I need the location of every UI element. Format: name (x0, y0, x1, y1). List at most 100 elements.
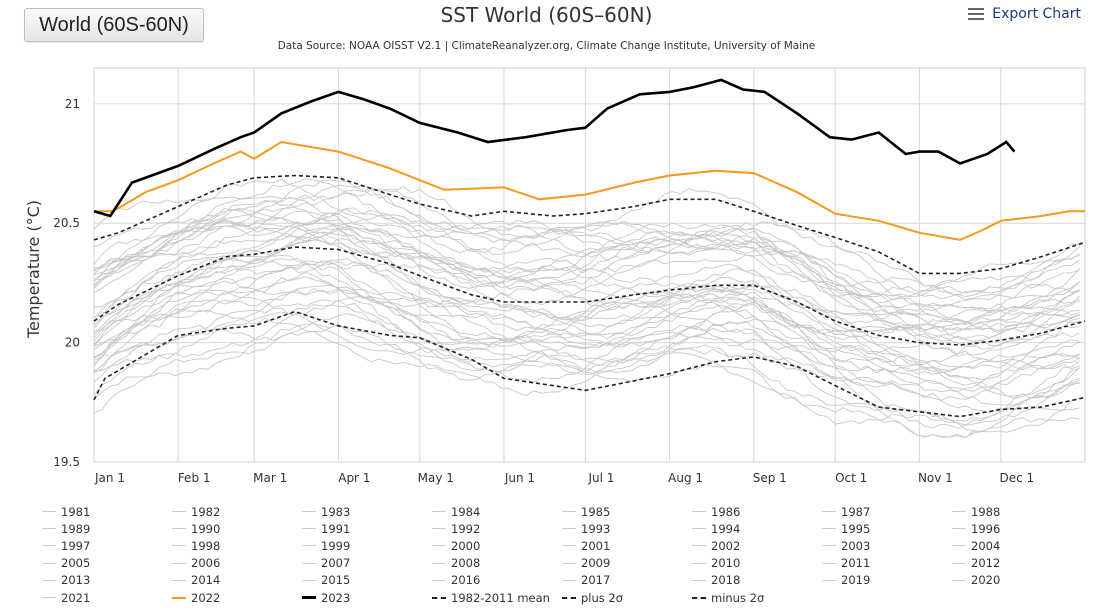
legend-label: 2015 (321, 573, 351, 588)
legend-item[interactable]: 2006 (172, 555, 302, 572)
legend-swatch (432, 579, 446, 581)
plot-frame (93, 67, 1086, 463)
legend-item[interactable]: 2001 (562, 537, 692, 554)
legend-item[interactable]: 1985 (562, 503, 692, 520)
series-line-1989 (93, 289, 1080, 397)
legend-label: 1986 (711, 504, 741, 519)
legend-item[interactable]: 2005 (42, 555, 172, 572)
legend-item[interactable]: minus 2σ (692, 589, 822, 606)
legend-item[interactable]: 2012 (952, 555, 1082, 572)
legend-label: 2019 (841, 573, 871, 588)
legend-swatch (952, 579, 966, 581)
series-line-2000 (93, 250, 1080, 371)
legend-item[interactable]: 2016 (432, 572, 562, 589)
legend-swatch (432, 511, 446, 513)
legend-item[interactable]: 2020 (952, 572, 1082, 589)
legend-item[interactable]: 2007 (302, 555, 432, 572)
legend-item[interactable]: 2014 (172, 572, 302, 589)
legend-item[interactable]: 1995 (822, 520, 952, 537)
legend-item[interactable]: 1991 (302, 520, 432, 537)
legend-item[interactable]: 1983 (302, 503, 432, 520)
legend-item[interactable]: 1994 (692, 520, 822, 537)
legend-swatch (302, 528, 316, 530)
series-line-2011 (93, 208, 1080, 314)
legend-item[interactable]: 2013 (42, 572, 172, 589)
legend-swatch (302, 596, 316, 600)
legend-label: minus 2σ (711, 590, 765, 605)
series-line-1984 (93, 324, 1080, 433)
y-axis-label: Temperature (°C) (24, 200, 43, 339)
legend-item[interactable]: 1984 (432, 503, 562, 520)
legend-swatch (42, 562, 56, 564)
series-line-2008 (93, 212, 1080, 332)
legend-item[interactable]: 2019 (822, 572, 952, 589)
legend-label: 1999 (321, 538, 351, 553)
legend-label: 1994 (711, 521, 741, 536)
legend-item[interactable]: 2023 (302, 589, 432, 606)
series-line-1998 (93, 234, 1080, 358)
legend-item[interactable]: 2008 (432, 555, 562, 572)
export-chart-label: Export Chart (992, 6, 1081, 22)
legend-item[interactable]: 2003 (822, 537, 952, 554)
series-line-1987 (93, 277, 1080, 399)
series-line-1986 (93, 304, 1080, 422)
series-line-1982 (93, 317, 1080, 438)
series-line-2023 (93, 78, 1016, 218)
y-tick-label: 21 (65, 97, 80, 111)
legend-item[interactable]: 1982 (172, 503, 302, 520)
series-line-1990 (93, 287, 1080, 406)
legend-label: 1987 (841, 504, 871, 519)
legend-label: 2020 (971, 573, 1001, 588)
series-line-2005 (93, 207, 1080, 326)
x-tick-label: May 1 (418, 471, 454, 485)
series-line-2012 (93, 200, 1080, 319)
legend-label: 2005 (61, 556, 91, 571)
region-select-button[interactable]: World (60S-60N) (24, 8, 204, 42)
legend-swatch (172, 528, 186, 530)
legend-item[interactable]: 2004 (952, 537, 1082, 554)
legend-item[interactable]: 1997 (42, 537, 172, 554)
series-line-1985 (93, 307, 1080, 429)
legend-label: 1995 (841, 521, 871, 536)
legend-item[interactable]: 1996 (952, 520, 1082, 537)
legend-swatch (562, 596, 576, 599)
legend-label: 1982-2011 mean (451, 590, 550, 605)
legend-swatch (302, 511, 316, 513)
legend-label: 1993 (581, 521, 611, 536)
legend-item[interactable]: 2000 (432, 537, 562, 554)
legend-label: 1983 (321, 504, 351, 519)
legend-item[interactable]: 1982-2011 mean (432, 589, 562, 606)
legend-item[interactable]: 1999 (302, 537, 432, 554)
chart-legend: 1981 1982 1983 1984 1985 1986 1987 1988 1989 1990… (42, 503, 1082, 606)
legend-item[interactable]: 2009 (562, 555, 692, 572)
legend-item[interactable]: 1993 (562, 520, 692, 537)
legend-item[interactable]: 1998 (172, 537, 302, 554)
legend-item[interactable]: 2018 (692, 572, 822, 589)
x-tick-label: Mar 1 (253, 471, 287, 485)
legend-label: 2009 (581, 556, 611, 571)
legend-item[interactable]: 1992 (432, 520, 562, 537)
series-line-1995 (93, 276, 1080, 393)
legend-swatch (302, 562, 316, 564)
legend-item[interactable]: 2002 (692, 537, 822, 554)
legend-item[interactable]: 2022 (172, 589, 302, 606)
legend-item[interactable]: 2017 (562, 572, 692, 589)
menu-icon (968, 8, 985, 20)
y-tick-label: 20 (65, 336, 80, 350)
export-chart-button[interactable]: Export Chart (968, 6, 1081, 22)
legend-item[interactable]: 1990 (172, 520, 302, 537)
legend-item[interactable]: 1986 (692, 503, 822, 520)
legend-item[interactable]: plus 2σ (562, 589, 692, 606)
x-tick-label: Jul 1 (587, 471, 614, 485)
legend-item[interactable]: 1987 (822, 503, 952, 520)
legend-item[interactable]: 2021 (42, 589, 172, 606)
legend-item[interactable]: 2011 (822, 555, 952, 572)
legend-item[interactable]: 1989 (42, 520, 172, 537)
legend-swatch (822, 528, 836, 530)
legend-item[interactable]: 2015 (302, 572, 432, 589)
legend-item[interactable]: 1988 (952, 503, 1082, 520)
legend-swatch (562, 511, 576, 513)
legend-item[interactable]: 2010 (692, 555, 822, 572)
series-line-2021 (93, 186, 1080, 297)
legend-item[interactable]: 1981 (42, 503, 172, 520)
